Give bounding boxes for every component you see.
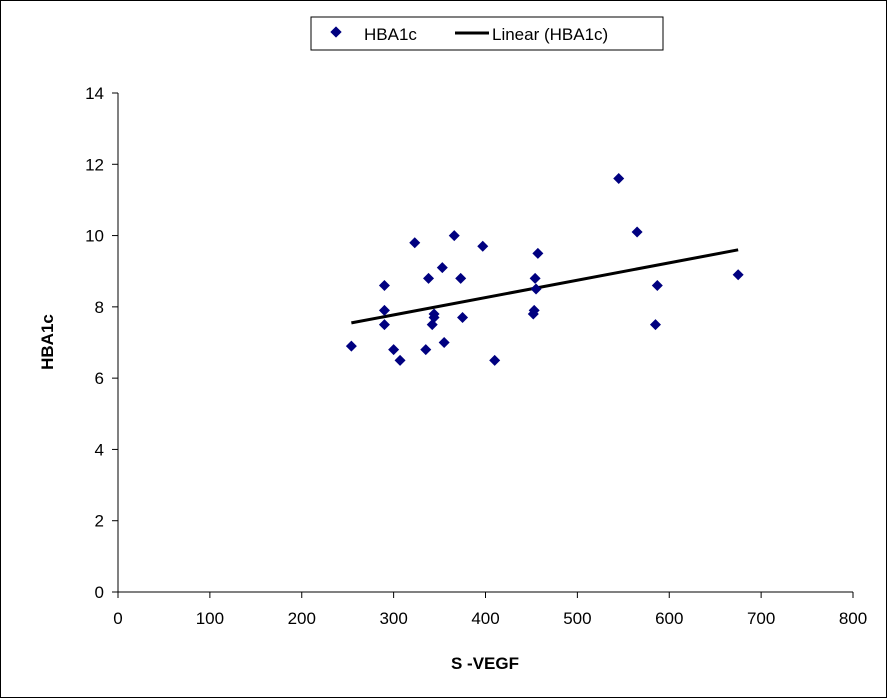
data-point	[455, 272, 467, 284]
data-point	[388, 344, 400, 356]
data-point	[613, 173, 625, 185]
data-point	[732, 269, 744, 281]
y-tick-label: 2	[95, 512, 104, 531]
x-tick-label: 0	[113, 609, 122, 628]
data-point	[530, 283, 542, 295]
legend: HBA1c Linear (HBA1c)	[310, 16, 664, 51]
axes	[117, 93, 853, 593]
data-point	[528, 304, 540, 316]
x-tick-label: 300	[379, 609, 407, 628]
data-point	[529, 272, 541, 284]
trendline	[351, 248, 739, 325]
x-tick-label: 600	[655, 609, 683, 628]
data-point	[448, 230, 460, 242]
y-tick-label: 10	[85, 227, 104, 246]
data-point	[438, 337, 450, 348]
data-point	[378, 279, 390, 291]
data-point	[378, 319, 390, 331]
x-tick-label: 700	[747, 609, 775, 628]
data-point	[532, 247, 544, 259]
x-tick-label: 500	[563, 609, 591, 628]
y-tick-label: 14	[85, 84, 104, 103]
y-tick-label: 12	[85, 155, 104, 174]
data-point	[649, 319, 661, 331]
data-point	[457, 312, 469, 324]
x-tick-label: 400	[471, 609, 499, 628]
x-tick-label: 800	[839, 609, 867, 628]
y-tick-label: 8	[95, 298, 104, 317]
data-point	[428, 308, 440, 320]
ticks: 0 2 4 6 8 10 12 14 0 100 200 300 400 500 600 700 800	[85, 84, 867, 628]
x-tick-label: 200	[288, 609, 316, 628]
data-point	[489, 354, 501, 366]
data-point	[345, 340, 357, 352]
data-point	[651, 279, 663, 291]
legend-label-series: HBA1c	[364, 25, 417, 44]
y-tick-label: 4	[95, 440, 104, 459]
data-point	[436, 262, 448, 274]
y-tick-label: 0	[95, 583, 104, 602]
points-group	[345, 173, 744, 366]
data-point	[631, 226, 643, 238]
data-point	[477, 240, 489, 252]
x-tick-label: 100	[196, 609, 224, 628]
data-point	[409, 237, 421, 249]
data-point	[423, 272, 435, 284]
data-point	[420, 344, 432, 356]
y-tick-label: 6	[95, 369, 104, 388]
data-point	[394, 354, 406, 366]
legend-label-trendline: Linear (HBA1c)	[492, 25, 608, 44]
y-axis-title: HBA1c	[38, 314, 57, 370]
x-axis-title: S -VEGF	[451, 654, 519, 673]
data-point	[378, 304, 390, 316]
trendline-group	[351, 248, 739, 325]
